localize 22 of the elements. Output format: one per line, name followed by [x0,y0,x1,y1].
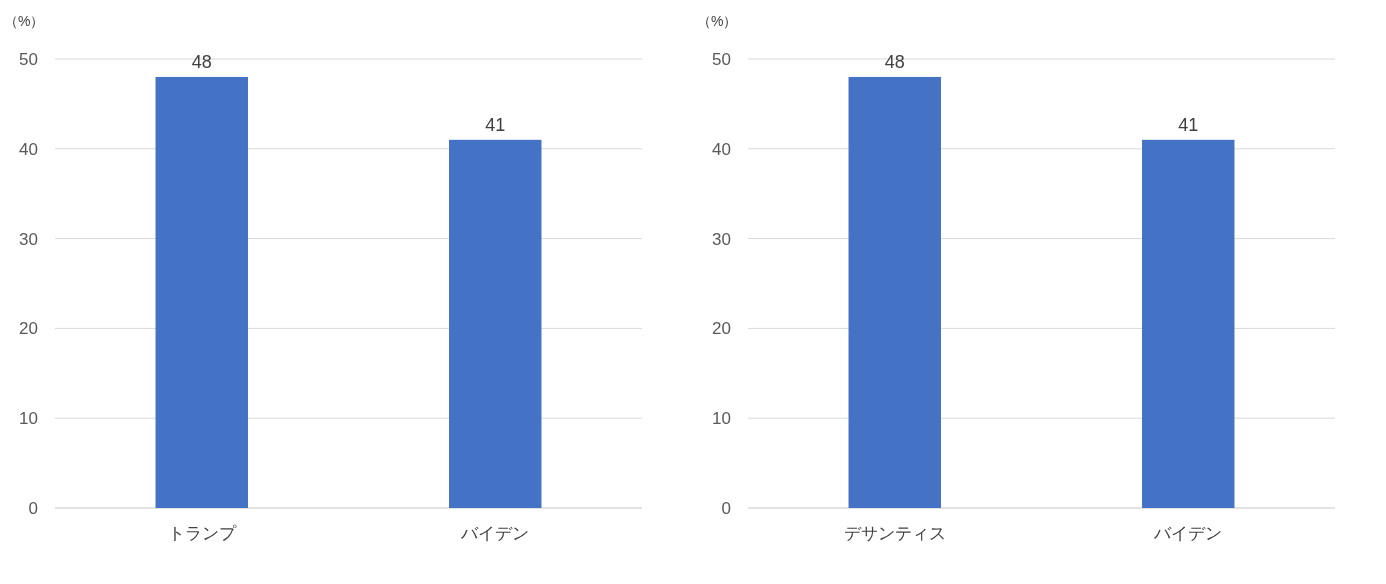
y-tick-label: 50 [19,50,38,69]
y-tick-label: 30 [712,229,731,249]
y-tick-label: 10 [712,409,731,429]
y-tick-label: 0 [721,499,731,518]
y-tick-label: 50 [712,50,731,69]
data-label: 41 [485,114,506,135]
x-tick-label: バイデン [460,524,530,543]
y-tick-label: 0 [28,499,38,518]
y-axis-title: （%） [4,13,45,29]
y-tick-label: 20 [712,319,731,339]
y-tick-label: 20 [19,319,38,339]
data-label: 48 [884,51,905,72]
y-tick-label: 10 [19,409,38,429]
y-axis-title: （%） [697,13,738,29]
x-tick-label: バイデン [1153,524,1223,543]
data-label: 41 [1178,114,1199,135]
y-tick-label: 40 [712,139,731,159]
x-tick-label: トランプ [167,524,237,543]
y-tick-label: 30 [19,229,38,249]
x-tick-label: デサンティス [843,524,946,543]
y-tick-label: 40 [19,139,38,159]
data-label: 48 [191,51,212,72]
